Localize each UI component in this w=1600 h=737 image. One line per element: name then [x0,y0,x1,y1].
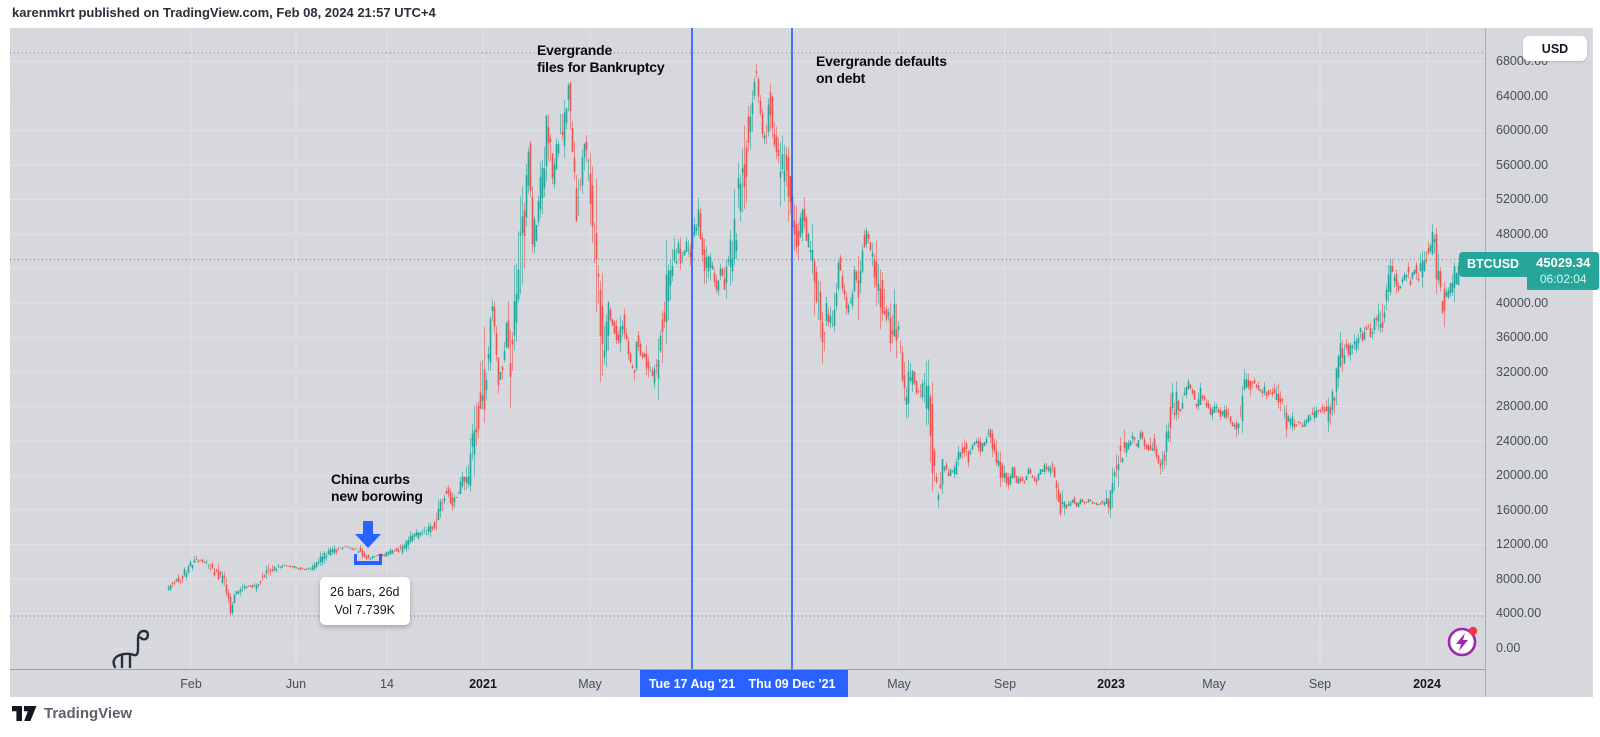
time-axis-label: 2024 [1413,676,1441,691]
price-axis-label: 0.00 [1496,641,1521,655]
boost-lightning-icon[interactable] [1446,624,1480,658]
price-axis-label: 8000.00 [1496,571,1542,586]
time-axis-label: 2021 [469,676,497,691]
annotation-china-curbs: China curbs new borowing [331,471,423,504]
price-axis[interactable]: 0.00 4000.00 8000.00 12000.00 16000.00 20000.… [1485,28,1593,697]
time-axis-label: May [1202,676,1226,691]
time-axis-label: 2023 [1097,676,1125,691]
price-axis-label: 36000.00 [1496,330,1549,345]
arrow-down-drawing [355,521,381,549]
bar-countdown-timer: 06:02:04 [1539,272,1587,286]
event-date-label: Tue 17 Aug '21 [648,676,736,691]
price-axis-label: 40000.00 [1496,295,1549,310]
tradingview-logo-icon [12,706,37,721]
currency-usd-button[interactable]: USD [1523,36,1587,61]
price-axis-label: 28000.00 [1496,399,1549,414]
published-by-line: karenmkrt published on TradingView.com, … [12,5,436,20]
price-axis-label: 52000.00 [1496,192,1549,207]
time-axis-label: May [578,676,602,691]
candle-bodies-up [167,82,1462,614]
annotation-evergrande-bankruptcy: Evergrande files for Bankruptcy [537,42,665,75]
measure-volume: Vol 7.739K [334,603,395,617]
event-date-label: Thu 09 Dec '21 [748,676,836,691]
candle-bodies-down [171,71,1464,614]
last-price-badge: BTCUSD 45029.34 06:02:04 [1459,252,1600,290]
price-axis-label: 24000.00 [1496,433,1549,448]
grid-lines [10,28,1485,669]
time-axis-label: Sep [1308,676,1332,691]
symbol-label: BTCUSD [1459,252,1528,277]
price-axis-label: 48000.00 [1496,226,1549,241]
price-axis-label: 16000.00 [1496,502,1549,517]
time-axis-label: Sep [993,676,1017,691]
price-axis-label: 64000.00 [1496,88,1549,103]
time-axis-label: May [887,676,911,691]
measure-tooltip: 26 bars, 26d Vol 7.739K [320,577,410,625]
price-axis-label: 60000.00 [1496,123,1549,138]
time-axis-label: 14 [380,676,394,691]
event-dates-band: Tue 17 Aug '21 Thu 09 Dec '21 [640,670,848,697]
price-axis-label: 20000.00 [1496,468,1549,483]
price-axis-label: 12000.00 [1496,537,1549,552]
measure-bracket-drawing [354,554,382,565]
annotation-evergrande-default: Evergrande defaults on debt [816,53,947,86]
price-axis-label: 4000.00 [1496,606,1542,621]
measure-bars-count: 26 bars, 26d [330,585,400,599]
candlestick-chart[interactable] [10,28,1485,669]
time-axis[interactable]: Tue 17 Aug '21 Thu 09 Dec '21 Feb Jun 14 20… [10,669,1485,697]
price-axis-label: 56000.00 [1496,157,1549,172]
time-axis-label: Feb [180,676,202,691]
snapshot-footer: TradingView [0,697,1600,737]
last-price-value: 45029.34 [1536,255,1591,270]
price-axis-label: 32000.00 [1496,364,1549,379]
dino-icon [112,629,149,669]
tradingview-brand-link[interactable]: TradingView [12,705,132,722]
time-axis-label: Jun [285,676,307,691]
tradingview-brand-text: TradingView [44,705,133,722]
